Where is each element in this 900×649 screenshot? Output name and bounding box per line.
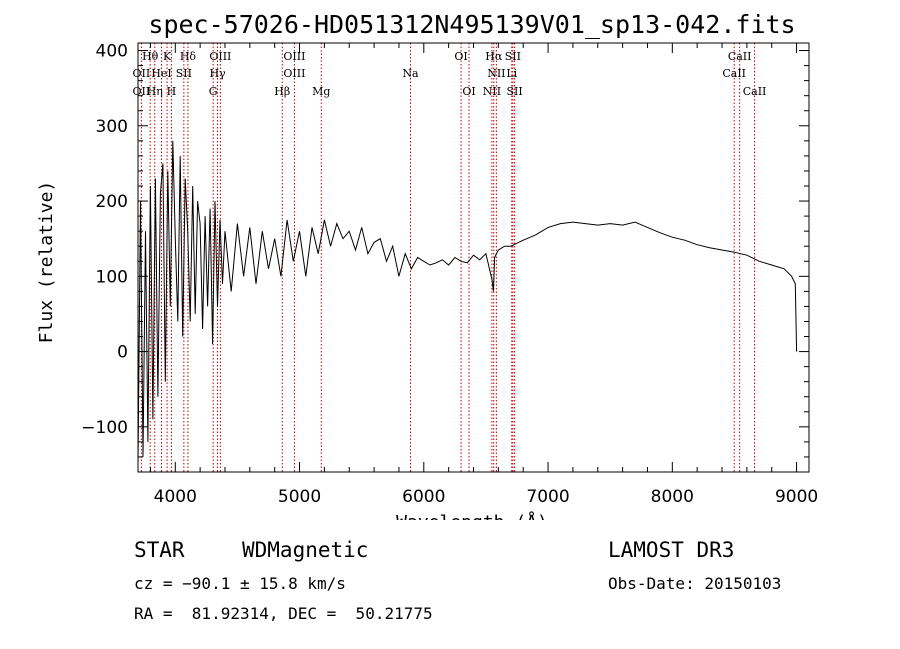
spectral-line-label: OII [132,85,150,98]
plot-axes: 4000 5000 6000 7000 8000 9000 −100 0 100 200 300 40… [81,42,818,507]
spectral-line-label: Hδ [180,50,197,63]
x-tick-label: 9000 [775,487,818,507]
spectral-line-label: OIII [209,50,231,63]
spectral-line-label: OI [462,85,475,98]
spectral-line-label: SII [176,67,192,80]
y-axis-label: Flux (relative) [36,181,57,344]
flux-line [137,140,798,465]
spectral-line-label: K [163,50,172,63]
x-tick-label: 6000 [402,487,445,507]
flux-series [137,140,798,465]
chart-title: spec-57026-HD051312N495139V01_sp13-042.f… [148,10,795,39]
spectral-line-label: Hγ [209,67,226,80]
x-tick-label: 7000 [526,487,569,507]
coordinates: RA = 81.92314, DEC = 50.21775 [134,604,433,623]
spectral-line-markers [140,43,756,472]
survey-name: LAMOST DR3 [608,538,735,562]
plot-frame [137,42,810,473]
spectral-line-label: OIII [283,67,305,80]
object-subclass: WDMagnetic [242,538,369,562]
redshift-text: cz = −90.1 ± 15.8 km/s [134,574,346,593]
spectral-line-label: Li [506,67,517,80]
spectral-line-label: NII [483,85,501,98]
y-tick-label: 100 [96,267,128,287]
x-tick-label: 4000 [154,487,197,507]
spectral-line-label: CaII [728,50,752,63]
spectral-line-label: HeI [151,67,171,80]
x-tick-label: 8000 [651,487,694,507]
x-tick-label: 5000 [278,487,321,507]
y-tick-label: 300 [96,117,128,137]
spectral-line-label: Hη [147,85,163,98]
spectral-line-label: Na [402,67,419,80]
spectral-line-label: OII [132,67,150,80]
spectral-line-label: H [167,85,177,98]
spectral-line-label: CaII [743,85,767,98]
y-tick-label: 200 [96,192,128,212]
spectral-line-label: NII [487,67,505,80]
y-tick-label: 0 [117,343,128,363]
spectral-line-label: G [209,85,218,98]
spectral-line-label: Hα [485,50,503,63]
spectral-line-label: Hβ [274,85,290,98]
spectrum-chart: spec-57026-HD051312N495139V01_sp13-042.f… [36,10,818,520]
object-type: STAR [134,538,185,562]
y-tick-label: 400 [96,42,128,62]
spectral-line-label: SII [505,50,521,63]
spectral-line-label: Mg [312,85,330,98]
spectral-line-label: SII [507,85,523,98]
y-tick-label: −100 [81,418,128,438]
x-axis-label: Wavelength (Å) [396,511,548,520]
obs-date: Obs-Date: 20150103 [608,574,782,593]
spectral-line-label: OIII [283,50,305,63]
spectral-line-label: CaII [722,67,746,80]
spectral-line-label: Hθ [142,50,159,63]
spectral-line-label: OI [454,50,467,63]
